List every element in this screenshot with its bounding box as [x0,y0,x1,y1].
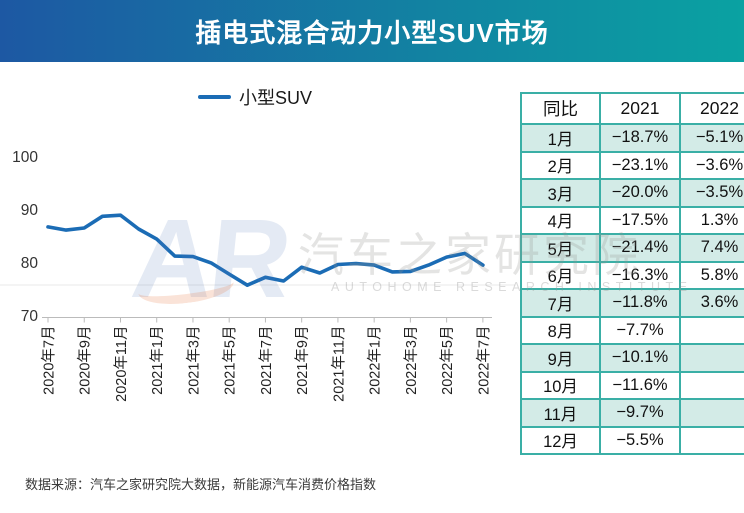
x-axis-label: 2022年7月 [475,326,492,395]
month-cell: 1月 [520,123,601,153]
value-2021-cell: −5.5% [599,425,681,455]
x-axis-label: 2022年5月 [439,326,456,395]
month-cell: 12月 [520,425,601,455]
month-cell: 11月 [520,398,601,428]
x-axis-label: 2020年9月 [77,326,94,395]
x-axis-label: 2020年7月 [41,326,58,395]
x-axis-label: 2021年11月 [330,326,347,402]
table-row: 12月 −5.5% [520,425,744,455]
value-2021-cell: −20.0% [599,178,681,208]
x-axis-label: 2022年1月 [367,326,384,395]
col-header-yoy: 同比 [520,92,601,125]
data-source-note: 数据来源：汽车之家研究院大数据，新能源汽车消费价格指数 [25,477,377,492]
value-2021-cell: −11.6% [599,370,681,400]
x-axis-label: 2021年9月 [294,326,311,395]
value-2022-cell: 5.8% [679,260,744,290]
value-2022-cell [679,343,744,373]
value-2021-cell: −18.7% [599,123,681,153]
table-row: 2月 −23.1% −3.6% [520,150,744,180]
legend-label: 小型SUV [239,88,313,108]
value-2022-cell: 1.3% [679,205,744,235]
x-axis-label: 2021年7月 [258,326,275,395]
value-2021-cell: −16.3% [599,260,681,290]
yoy-table-body: 1月 −18.7% −5.1% 2月 −23.1% −3.6% 3月 −20.0% −3.5% 4… [520,123,744,455]
value-2022-cell [679,398,744,428]
x-axis-label: 2021年1月 [149,326,166,395]
x-axis-label: 2021年3月 [185,326,202,395]
table-header-row: 同比 2021 2022 [520,92,744,125]
month-cell: 6月 [520,260,601,290]
table-row: 6月 −16.3% 5.8% [520,260,744,290]
value-2022-cell: 3.6% [679,288,744,318]
value-2021-cell: −11.8% [599,288,681,318]
month-cell: 9月 [520,343,601,373]
value-2022-cell: −5.1% [679,123,744,153]
legend-line-swatch [198,95,231,99]
page-title: 插电式混合动力小型SUV市场 [195,17,549,48]
table-row: 1月 −18.7% −5.1% [520,123,744,153]
series-line-small-suv [46,213,485,287]
table-row: 11月 −9.7% [520,398,744,428]
y-axis-label: 100 [12,149,38,166]
month-cell: 2月 [520,150,601,180]
value-2021-cell: −9.7% [599,398,681,428]
x-axis-label: 2020年11月 [113,326,130,402]
x-axis-label: 2021年5月 [222,326,239,395]
value-2021-cell: −7.7% [599,315,681,345]
value-2022-cell [679,370,744,400]
table-row: 5月 −21.4% 7.4% [520,233,744,263]
yoy-table: 同比 2021 2022 1月 −18.7% −5.1% 2月 −23.1% −3.6% 3… [520,92,744,455]
table-row: 8月 −7.7% [520,315,744,345]
value-2021-cell: −21.4% [599,233,681,263]
col-header-2022: 2022 [679,92,744,125]
value-2022-cell: −3.6% [679,150,744,180]
y-axis-label: 80 [21,255,39,272]
table-row: 3月 −20.0% −3.5% [520,178,744,208]
month-cell: 8月 [520,315,601,345]
month-cell: 10月 [520,370,601,400]
month-cell: 4月 [520,205,601,235]
value-2021-cell: −17.5% [599,205,681,235]
y-axis-label: 90 [21,202,39,219]
yoy-table-header: 同比 2021 2022 [520,92,744,125]
table-row: 9月 −10.1% [520,343,744,373]
value-2022-cell: 7.4% [679,233,744,263]
month-cell: 3月 [520,178,601,208]
y-axis-label: 70 [21,308,39,325]
chart-legend: 小型SUV [198,86,312,108]
value-2022-cell [679,315,744,345]
x-axis-label: 2022年3月 [403,326,420,395]
table-row: 4月 −17.5% 1.3% [520,205,744,235]
month-cell: 5月 [520,233,601,263]
value-2021-cell: −10.1% [599,343,681,373]
month-cell: 7月 [520,288,601,318]
table-row: 10月 −11.6% [520,370,744,400]
value-2022-cell: −3.5% [679,178,744,208]
col-header-2021: 2021 [599,92,681,125]
value-2021-cell: −23.1% [599,150,681,180]
value-2022-cell [679,425,744,455]
title-banner: 插电式混合动力小型SUV市场 [0,0,744,62]
table-row: 7月 −11.8% 3.6% [520,288,744,318]
